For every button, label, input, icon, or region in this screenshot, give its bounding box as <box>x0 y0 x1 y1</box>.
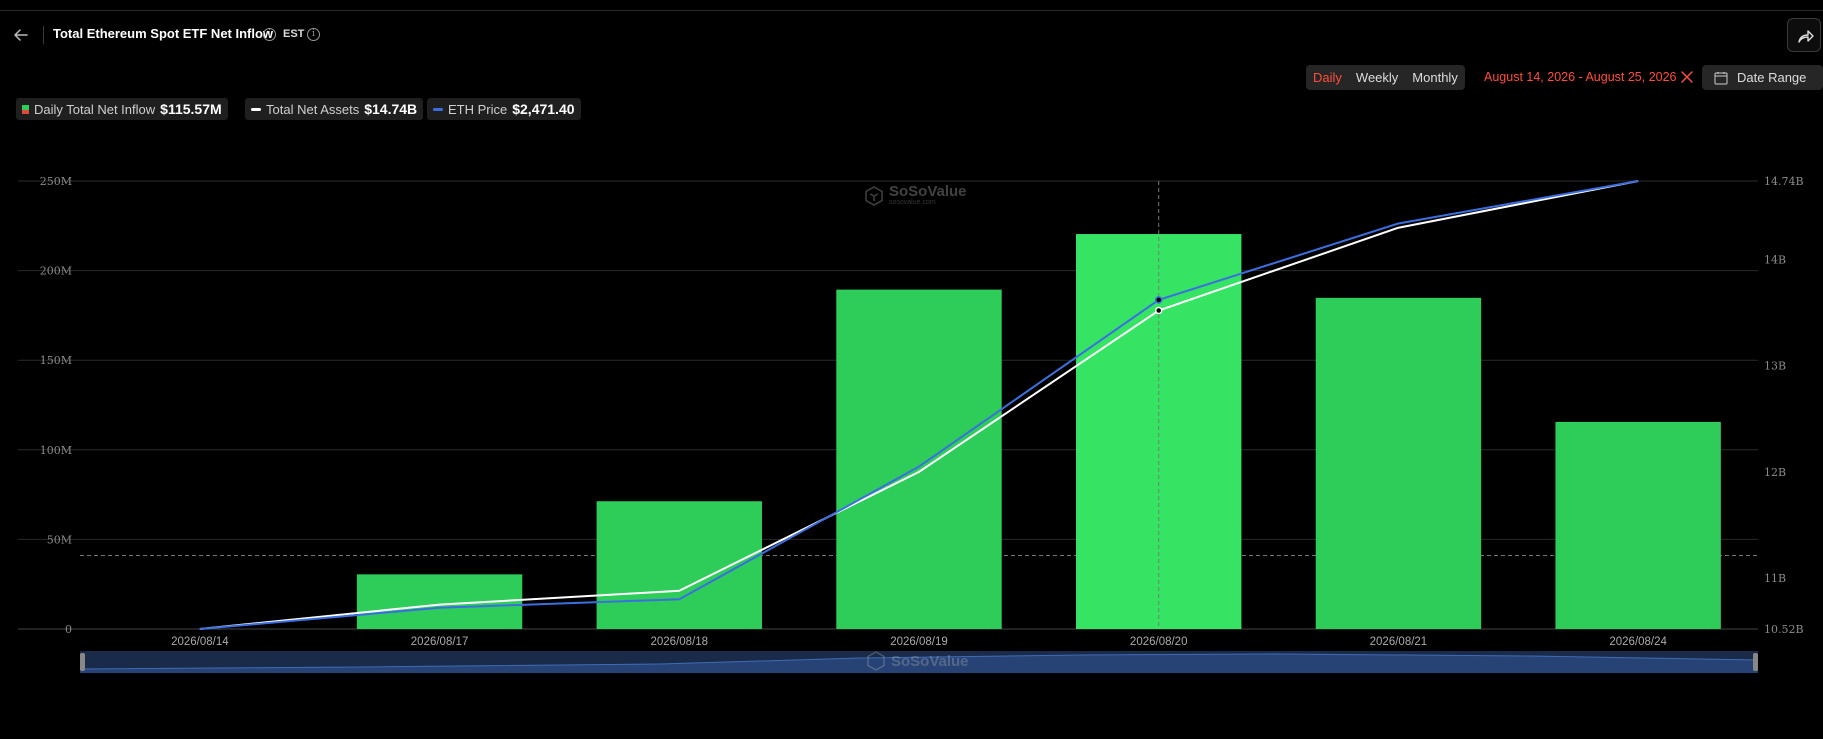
calendar-icon <box>1714 72 1728 85</box>
share-icon <box>1798 30 1814 43</box>
range-navigator[interactable] <box>80 651 1758 673</box>
right-axis-tick-label: 14.74B <box>1764 175 1804 188</box>
net-assets-line <box>199 180 1639 630</box>
x-axis-tick-label: 2026/08/24 <box>1609 636 1667 648</box>
legend-item-net-assets[interactable]: Total Net Assets $14.74B <box>245 98 424 120</box>
bar-swatch-icon <box>22 104 29 114</box>
watermark-domain: sosovalue.com <box>889 199 936 206</box>
navigator-watermark: SoSoValue <box>866 651 969 671</box>
timezone-label: EST <box>283 28 305 40</box>
inflow-bar <box>596 501 762 629</box>
range-handle-left <box>80 653 85 671</box>
eth-price-point <box>1154 296 1163 304</box>
legend-name: Total Net Assets <box>266 101 360 117</box>
clear-date-range-icon[interactable] <box>1680 70 1694 84</box>
inflow-bar <box>1315 297 1482 629</box>
watermark-brand: SoSoValue <box>891 652 969 670</box>
range-handle-right <box>1753 653 1758 671</box>
period-weekly[interactable]: Weekly <box>1355 70 1399 85</box>
share-button[interactable] <box>1787 18 1821 52</box>
legend-value: $14.74B <box>364 101 418 117</box>
right-axis-tick-label: 11B <box>1764 572 1786 585</box>
chart-watermark: SoSoValue sosovalue.com <box>864 184 967 207</box>
header-divider <box>43 26 44 44</box>
legend-item-eth-price[interactable]: ETH Price $2,471.40 <box>427 98 581 120</box>
left-axis-tick-label: 50M <box>47 533 72 546</box>
legend-value: $2,471.40 <box>512 101 575 117</box>
left-axis-tick-label: 200M <box>40 265 72 278</box>
right-axis-tick-label: 10.52B <box>1764 623 1804 636</box>
period-monthly[interactable]: Monthly <box>1412 70 1458 85</box>
eth-price-line <box>199 180 1639 630</box>
left-axis-tick-label: 150M <box>40 354 72 367</box>
left-axis-tick-label: 250M <box>40 175 72 188</box>
x-axis-tick-label: 2026/08/19 <box>890 636 948 648</box>
selected-date-range: August 14, 2026 - August 25, 2026 <box>1484 70 1677 84</box>
line-swatch-icon <box>433 107 443 111</box>
line-swatch-icon <box>251 107 261 111</box>
inflow-bar <box>1555 421 1721 629</box>
header: Total Ethereum Spot ETF Net Inflow i EST… <box>0 18 1823 52</box>
legend-value: $115.57M <box>160 101 222 117</box>
legend-name: Daily Total Net Inflow <box>34 101 156 117</box>
x-axis-tick-label: 2026/08/21 <box>1370 636 1428 648</box>
top-divider <box>0 10 1823 11</box>
x-axis-tick-label: 2026/08/14 <box>171 636 229 648</box>
date-range-button[interactable]: Date Range <box>1702 65 1823 90</box>
right-axis-tick-label: 13B <box>1764 360 1786 373</box>
legend-name: ETH Price <box>448 101 508 117</box>
sosovalue-logo-icon <box>865 185 883 206</box>
date-range-button-label: Date Range <box>1737 70 1807 85</box>
period-daily[interactable]: Daily <box>1313 70 1342 85</box>
sosovalue-logo-icon <box>867 651 885 671</box>
timezone-info-icon[interactable]: i <box>307 28 320 41</box>
left-axis-tick-label: 100M <box>40 444 72 457</box>
inflow-bar <box>836 289 1002 629</box>
x-axis-tick-label: 2026/08/17 <box>411 636 469 648</box>
back-arrow-icon[interactable] <box>12 26 30 44</box>
legend-item-net-inflow[interactable]: Daily Total Net Inflow $115.57M <box>16 98 228 120</box>
left-axis-tick-label: 0 <box>65 623 72 636</box>
x-axis-tick-label: 2026/08/20 <box>1130 636 1188 648</box>
watermark-brand: SoSoValue <box>889 183 967 200</box>
page-title: Total Ethereum Spot ETF Net Inflow <box>53 26 274 41</box>
right-axis-tick-label: 14B <box>1764 254 1786 267</box>
period-toggle: Daily Weekly Monthly <box>1306 65 1465 90</box>
x-axis-tick-label: 2026/08/18 <box>651 636 709 648</box>
title-info-icon[interactable]: i <box>263 28 276 41</box>
right-axis-tick-label: 12B <box>1764 466 1786 479</box>
net-assets-point <box>1154 306 1163 315</box>
